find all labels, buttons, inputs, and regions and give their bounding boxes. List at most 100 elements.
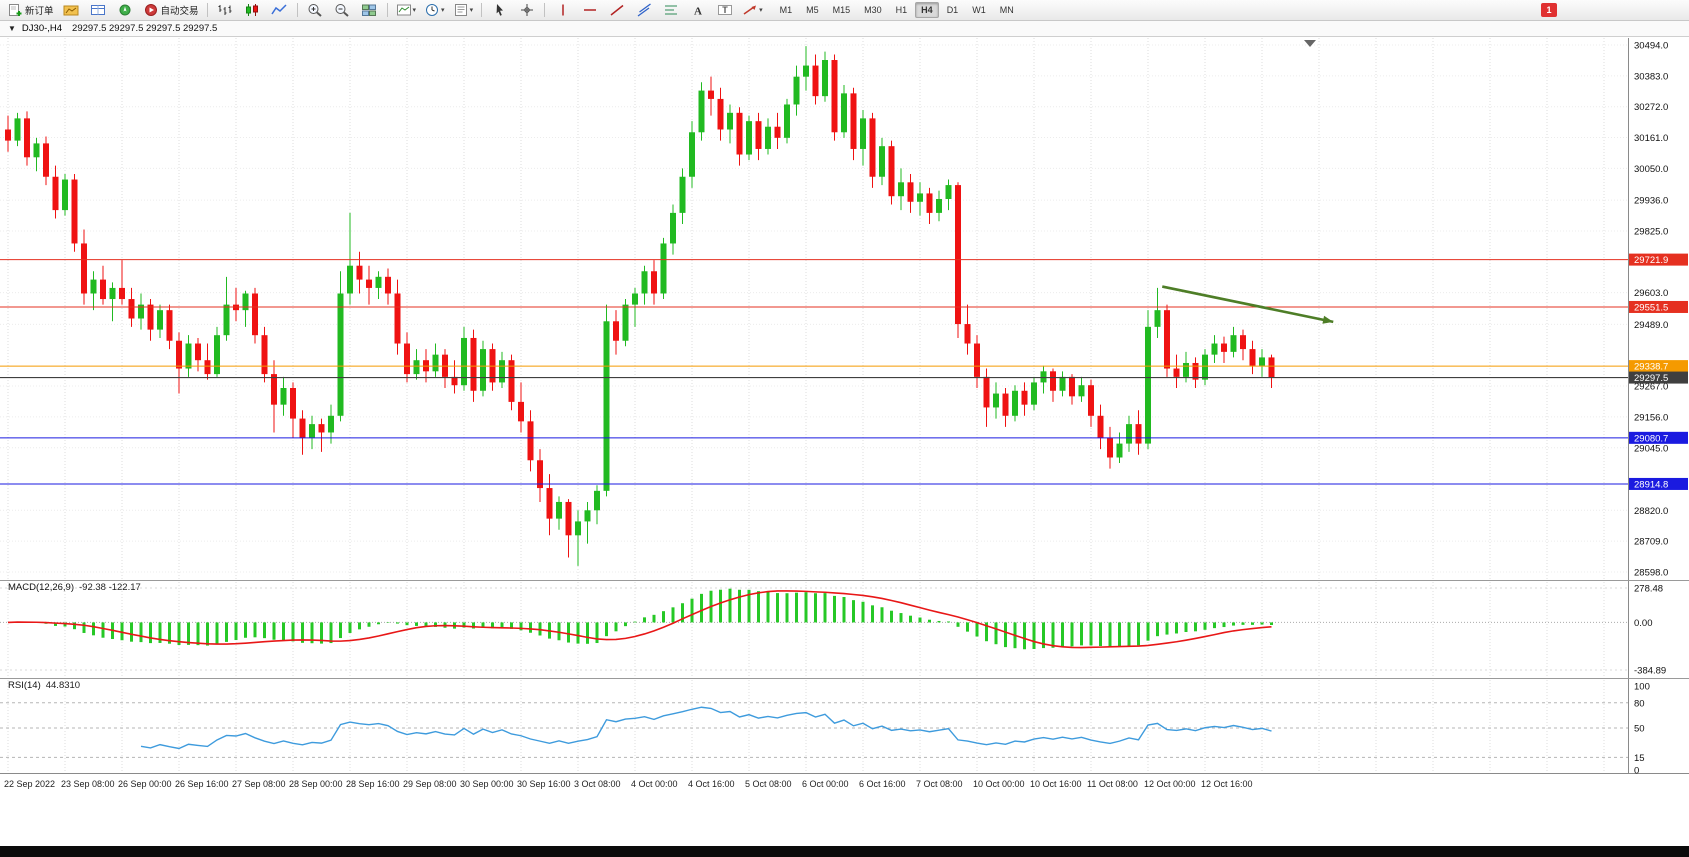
label-tool-button[interactable]: T bbox=[712, 1, 737, 20]
template-button[interactable]: ▾ bbox=[450, 1, 477, 20]
candle bbox=[727, 112, 733, 130]
price-axis[interactable]: 30494.0 30383.0 30272.0 30161.0 30050.0 29936… bbox=[1628, 38, 1689, 773]
timeframe-button-m5[interactable]: M5 bbox=[806, 5, 819, 15]
tile-windows-icon bbox=[362, 4, 377, 16]
candle bbox=[1268, 357, 1275, 378]
price-tick-label: 30494.0 bbox=[1634, 41, 1668, 52]
candle bbox=[584, 510, 591, 522]
candle bbox=[1059, 376, 1066, 391]
arrows-icon bbox=[743, 5, 757, 15]
time-axis-label: 23 Sep 08:00 bbox=[61, 779, 115, 789]
trendline-tool-button[interactable] bbox=[604, 1, 629, 20]
price-badge-label: 29080.7 bbox=[1634, 433, 1668, 444]
time-axis[interactable]: 22 Sep 2022 23 Sep 08:00 26 Sep 00:00 26 Se… bbox=[4, 779, 1253, 789]
price-tick-label: 28598.0 bbox=[1634, 568, 1668, 579]
candle bbox=[993, 393, 999, 408]
candle bbox=[708, 90, 714, 99]
macd-name: MACD(12,26,9) bbox=[8, 582, 74, 593]
bar-chart-mode-button[interactable] bbox=[213, 1, 238, 20]
chart-plot-area[interactable] bbox=[0, 38, 1628, 580]
candle bbox=[1249, 349, 1256, 366]
fibonacci-tool-button[interactable] bbox=[658, 1, 683, 20]
line-chart-mode-button[interactable] bbox=[267, 1, 292, 20]
candle bbox=[128, 299, 135, 319]
candle bbox=[242, 293, 249, 311]
text-icon: A bbox=[694, 6, 702, 18]
profiles-button[interactable] bbox=[59, 1, 84, 20]
time-axis-label: 28 Sep 16:00 bbox=[346, 779, 400, 789]
rsi-value: 44.8310 bbox=[45, 680, 81, 691]
candle bbox=[252, 293, 258, 336]
candle bbox=[660, 243, 667, 294]
timeframe-button-m30[interactable]: M30 bbox=[864, 5, 882, 15]
timeframe-button-m15[interactable]: M15 bbox=[832, 5, 851, 15]
zoom-out-button[interactable] bbox=[330, 1, 355, 20]
macd-axis-label: -384.89 bbox=[1634, 666, 1666, 677]
price-badge-label: 29297.5 bbox=[1634, 373, 1668, 384]
candlestick-mode-button[interactable] bbox=[240, 1, 265, 20]
channel-tool-button[interactable] bbox=[631, 1, 656, 20]
vertical-line-tool-button[interactable] bbox=[550, 1, 575, 20]
time-axis-label: 12 Oct 16:00 bbox=[1201, 779, 1253, 789]
candle bbox=[537, 460, 543, 489]
chart-collapse-icon[interactable]: ▼ bbox=[8, 24, 16, 33]
new-order-button[interactable]: 新订单 bbox=[4, 1, 57, 20]
new-chart-button[interactable]: ▾ bbox=[393, 1, 420, 20]
tile-windows-button[interactable] bbox=[357, 1, 382, 20]
candle bbox=[879, 146, 885, 177]
candle bbox=[641, 271, 648, 294]
price-axis-badge bbox=[1629, 300, 1688, 313]
cursor-icon bbox=[496, 4, 503, 16]
candle bbox=[632, 293, 638, 305]
timeframe-toolbar: M1 M5 M15 M30 H1 H4 D1 W1 MN bbox=[773, 2, 1021, 18]
candle bbox=[1173, 368, 1180, 377]
candle bbox=[1040, 371, 1047, 383]
auto-trading-button[interactable]: 自动交易 bbox=[140, 1, 202, 20]
price-tick-label: 29603.0 bbox=[1634, 288, 1668, 299]
timeframe-button-m1[interactable]: M1 bbox=[779, 5, 793, 15]
timeframe-button-w1[interactable]: W1 bbox=[972, 5, 986, 15]
chart-shift-marker[interactable] bbox=[1304, 40, 1316, 47]
new-order-icon bbox=[9, 4, 22, 16]
candle bbox=[888, 146, 895, 197]
rsi-label: RSI(14) 44.8310 bbox=[8, 680, 80, 691]
zoom-in-button[interactable] bbox=[303, 1, 328, 20]
cursor-tool-button[interactable] bbox=[487, 1, 512, 20]
macd-axis-label: 0.00 bbox=[1634, 618, 1653, 629]
candle bbox=[746, 121, 752, 155]
navigator-button[interactable] bbox=[113, 1, 138, 20]
timeframe-button-h4[interactable]: H4 bbox=[915, 2, 939, 18]
candle bbox=[1259, 357, 1265, 366]
candle bbox=[100, 279, 106, 300]
label-icon: T bbox=[717, 5, 732, 15]
timeframe-button-mn[interactable]: MN bbox=[999, 5, 1014, 15]
candle bbox=[413, 360, 420, 375]
navigator-icon bbox=[119, 4, 131, 16]
trend-arrow[interactable] bbox=[1161, 285, 1334, 324]
candle bbox=[1031, 382, 1037, 405]
time-axis-label: 6 Oct 00:00 bbox=[802, 779, 849, 789]
candle bbox=[147, 304, 154, 330]
candle bbox=[109, 287, 116, 300]
toolbar-separator bbox=[481, 3, 483, 17]
toolbar: 新订单 自动交易 ▾ ▾ ▾ A T ▾ M1 M5 M15 M30 H1 H4 D1 W1 MN 1 bbox=[0, 0, 1689, 21]
crosshair-tool-button[interactable] bbox=[514, 1, 539, 20]
timeframe-button-d1[interactable]: D1 bbox=[946, 5, 959, 15]
horizontal-line-tool-button[interactable] bbox=[577, 1, 602, 20]
candle bbox=[157, 310, 163, 330]
candle bbox=[651, 271, 657, 294]
candle bbox=[166, 310, 173, 341]
data-window-button[interactable] bbox=[86, 1, 111, 20]
toolbar-separator bbox=[386, 3, 388, 17]
text-tool-button[interactable]: A bbox=[685, 1, 710, 20]
arrows-tool-button[interactable]: ▾ bbox=[739, 1, 766, 20]
time-axis-label: 4 Oct 00:00 bbox=[631, 779, 678, 789]
candle bbox=[81, 243, 87, 294]
candle bbox=[860, 118, 866, 149]
timeframe-button-h1[interactable]: H1 bbox=[895, 5, 908, 15]
candle bbox=[945, 185, 952, 199]
period-button[interactable]: ▾ bbox=[421, 1, 448, 20]
notification-badge[interactable]: 1 bbox=[1541, 3, 1557, 17]
